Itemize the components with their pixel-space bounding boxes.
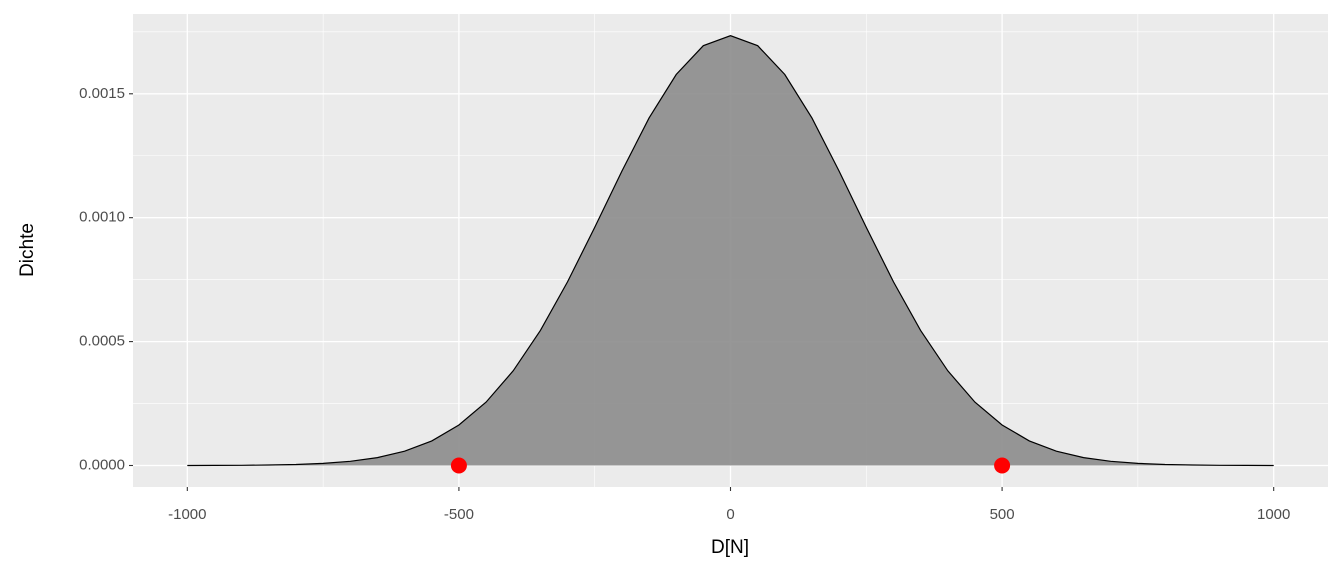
y-tick-label: 0.0015: [79, 85, 125, 102]
x-axis-title: D[N]: [711, 537, 749, 558]
density-area: [187, 35, 1274, 466]
y-axis-title: Dichte: [17, 223, 38, 277]
x-tick-label: 1000: [1257, 506, 1290, 523]
x-tick-label: 0: [726, 506, 734, 523]
x-tick-label: 500: [990, 506, 1015, 523]
density-line: [187, 35, 1274, 467]
x-tick-label: -1000: [168, 506, 206, 523]
point: [994, 457, 1011, 474]
y-tick-label: 0.0010: [79, 209, 125, 226]
y-tick-label: 0.0000: [79, 456, 125, 473]
point: [450, 457, 467, 474]
x-tick-label: -500: [444, 506, 474, 523]
y-tick-label: 0.0005: [79, 333, 125, 350]
